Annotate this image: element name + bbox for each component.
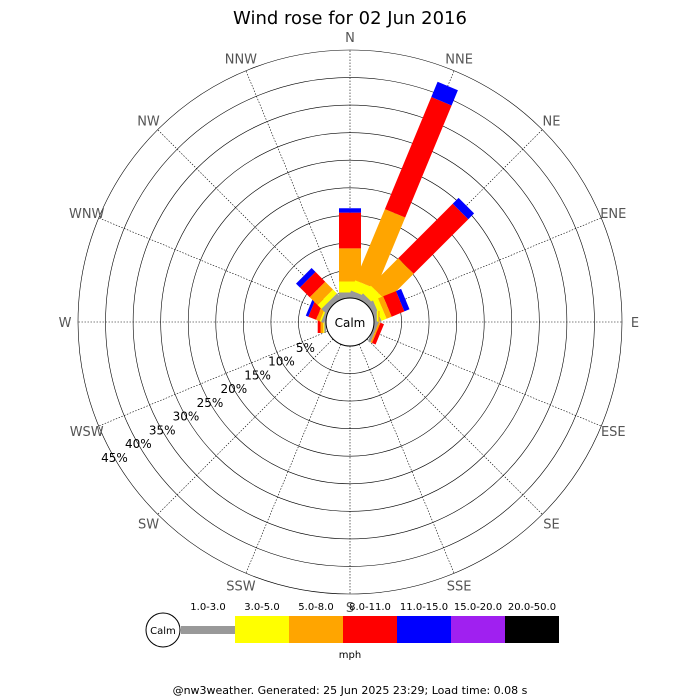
legend-label-0: 1.0-3.0 [190, 602, 225, 613]
radial-label-4: 20% [220, 382, 247, 396]
grid-ring [215, 187, 485, 457]
legend-swatch-1 [235, 616, 289, 643]
wind-bar-nw-bin-1 [317, 289, 337, 309]
legend-label-6: 20.0-50.0 [508, 602, 556, 613]
legend-units: mph [339, 650, 361, 661]
wind-bar-ne-bin-2 [370, 258, 414, 302]
calm-center: Calm [325, 297, 375, 347]
legend-label-4: 11.0-15.0 [400, 602, 448, 613]
grid-spoke [157, 338, 334, 515]
radial-label-8: 40% [125, 437, 152, 451]
wind-bar-nw-bin-3 [299, 271, 326, 298]
legend-swatch-3 [343, 616, 397, 643]
legend-label-2: 5.0-8.0 [298, 602, 333, 613]
wind-bar-nw-bin-2 [309, 281, 333, 305]
direction-label-n: N [345, 31, 355, 46]
radial-label-2: 10% [268, 355, 295, 369]
grid-ring [77, 49, 623, 595]
radial-label-7: 35% [149, 423, 176, 437]
legend-label-3: 8.0-11.0 [349, 602, 391, 613]
calm-label: Calm [335, 316, 366, 330]
direction-label-sw: SW [138, 518, 159, 533]
legend: Calm 1.0-3.0 3.0-5.0 5.0-8.0 8.0-11.0 11.0-1… [145, 602, 559, 661]
radial-label-6: 30% [173, 410, 200, 424]
wind-bar-n-bin-3 [339, 212, 361, 249]
wind-bar-ene-bin-1 [373, 298, 387, 321]
direction-label-nw: NW [137, 115, 160, 130]
wind-bar-ene-bin-2 [378, 296, 392, 319]
grid-spoke [245, 344, 342, 574]
wind-bar-nne-bin-4 [431, 81, 458, 106]
grid-spoke [358, 344, 455, 574]
wind-bar-ene-bin-4 [396, 288, 410, 312]
wind-bar-n-bin-4 [339, 208, 361, 213]
wind-bar-nne-bin-3 [384, 97, 452, 218]
legend-swatch-5 [451, 616, 505, 643]
direction-label-nnw: NNW [225, 53, 257, 68]
calm-circle [325, 297, 375, 347]
legend-swatch-4 [397, 616, 451, 643]
direction-label-e: E [631, 316, 639, 331]
wind-bar-ese-bin-2 [370, 322, 381, 343]
direction-label-nne: NNE [445, 53, 473, 68]
legend-swatch-6 [505, 616, 559, 643]
wind-bar-ne-bin-3 [398, 203, 469, 274]
grid-ring [187, 159, 513, 485]
wind-bar-nw-bin-4 [296, 268, 316, 288]
direction-label-ese: ESE [601, 425, 626, 440]
wind-bar-ene-bin-3 [383, 291, 405, 317]
radial-label-1: 5% [296, 341, 315, 355]
legend-calm-circle [145, 612, 181, 648]
grid-spoke [157, 129, 334, 306]
legend-label-5: 15.0-20.0 [454, 602, 502, 613]
wind-bars [296, 81, 475, 345]
footer-text: @nw3weather. Generated: 25 Jun 2025 23:2… [173, 684, 528, 697]
legend-swatch-2 [289, 616, 343, 643]
wind-bar-n-bin-2 [339, 248, 361, 282]
grid-spoke [245, 70, 342, 300]
direction-label-ssw: SSW [226, 579, 256, 594]
wind-bar-ese-bin-3 [372, 322, 384, 345]
direction-label-s: S [346, 601, 354, 616]
wind-bar-nnw-bin-0 [329, 293, 351, 304]
grid-spoke [98, 330, 328, 427]
direction-label-ne: NE [543, 115, 561, 130]
grid-spoke [98, 217, 328, 314]
radial-label-3: 15% [244, 368, 271, 382]
direction-labels: N NNE NE ENE E ESE SE SSE S SSW SW WSW W WNW NW NNW [59, 31, 640, 616]
legend-calm-label: Calm [150, 626, 176, 637]
grid-spoke [366, 338, 543, 515]
grid-spoke [372, 330, 602, 427]
legend-swatch-0 [181, 626, 235, 634]
wind-bar-ese-bin-0 [368, 321, 379, 343]
direction-label-wnw: WNW [69, 207, 105, 222]
legend-label-1: 3.0-5.0 [244, 602, 279, 613]
grid-spoke [372, 217, 602, 314]
direction-label-w: W [59, 316, 72, 331]
chart-title: Wind rose for 02 Jun 2016 [233, 8, 467, 29]
direction-label-wsw: WSW [70, 425, 104, 440]
direction-label-ene: ENE [600, 207, 626, 222]
direction-label-se: SE [543, 518, 559, 533]
direction-label-sse: SSE [447, 579, 472, 594]
wind-bar-ne-bin-4 [452, 197, 475, 220]
wind-bar-nne-bin-2 [355, 209, 406, 289]
radial-label-5: 25% [197, 396, 224, 410]
radial-labels: 5%10%15%20%25%30%35%40%45% [101, 341, 315, 465]
radial-label-9: 45% [101, 451, 128, 465]
